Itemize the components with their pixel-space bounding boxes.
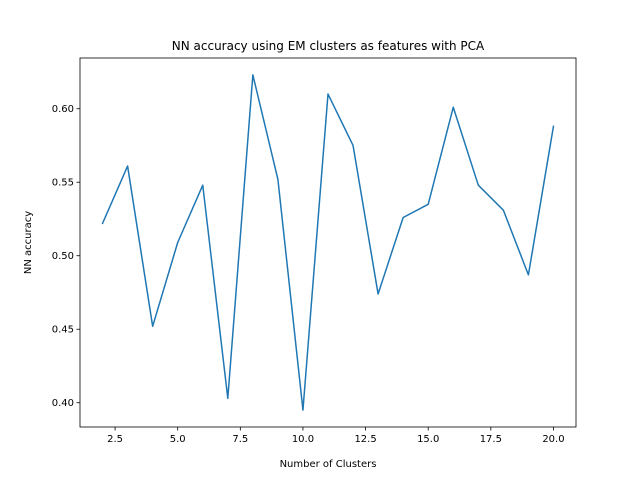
x-tick-label: 7.5 <box>232 434 248 445</box>
y-tick-label: 0.45 <box>52 325 74 336</box>
x-tick-label: 2.5 <box>107 434 123 445</box>
y-tick-label: 0.50 <box>52 251 74 262</box>
x-tick-label: 12.5 <box>354 434 376 445</box>
y-tick-label: 0.40 <box>52 398 74 409</box>
plot-frame <box>79 57 577 428</box>
x-axis-label: Number of Clusters <box>280 459 377 470</box>
chart-title: NN accuracy using EM clusters as feature… <box>172 39 485 53</box>
series-line <box>101 74 555 411</box>
y-axis-label: NN accuracy <box>23 211 34 274</box>
x-tick-label: 10.0 <box>292 434 314 445</box>
x-tick-label: 20.0 <box>542 434 564 445</box>
y-tick-label: 0.55 <box>52 178 74 189</box>
y-tick-label: 0.60 <box>52 104 74 115</box>
y-axis-ticks: 0.40 0.45 0.50 0.55 0.60 <box>52 104 80 409</box>
x-tick-label: 15.0 <box>417 434 439 445</box>
x-tick-label: 17.5 <box>480 434 502 445</box>
x-axis-ticks: 2.5 5.0 7.5 10.0 12.5 15.0 17.5 20.0 <box>107 427 565 445</box>
plot-area <box>80 58 576 427</box>
x-tick-label: 5.0 <box>170 434 186 445</box>
